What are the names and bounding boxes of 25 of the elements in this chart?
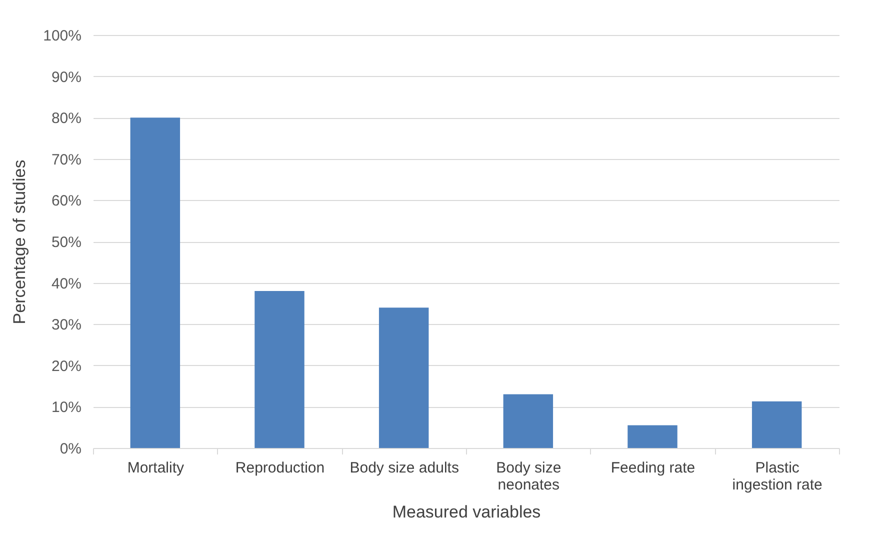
y-tick-label: 40% <box>51 275 82 292</box>
y-tick-label: 60% <box>51 192 82 210</box>
bar <box>130 118 180 448</box>
x-tick-label: Body size adults <box>350 460 459 476</box>
y-tick-label: 70% <box>51 151 82 168</box>
x-tick-label: Body size neonates <box>496 460 562 494</box>
bar <box>254 291 304 448</box>
y-tick-label: 30% <box>51 316 82 334</box>
y-tick-label: 100% <box>43 28 82 44</box>
x-tick-label: Mortality <box>127 460 184 476</box>
y-tick-label: 0% <box>60 440 82 458</box>
y-tick-label: 50% <box>51 234 82 251</box>
bar <box>503 394 554 448</box>
bar <box>378 308 429 448</box>
y-tick-label: 20% <box>51 358 82 375</box>
x-tick-label: Feeding rate <box>610 460 696 476</box>
x-axis-title: Measured variables <box>392 502 541 522</box>
y-tick-label: 80% <box>51 110 82 128</box>
y-tick-label: 90% <box>51 68 82 86</box>
bar <box>752 401 802 448</box>
y-tick-label: 10% <box>51 399 82 416</box>
y-axis-title: Percentage of studies <box>10 160 30 324</box>
bar <box>628 425 678 448</box>
x-tick-label: Reproduction <box>235 460 325 476</box>
x-tick-label: Plastic ingestion rate <box>732 460 822 494</box>
